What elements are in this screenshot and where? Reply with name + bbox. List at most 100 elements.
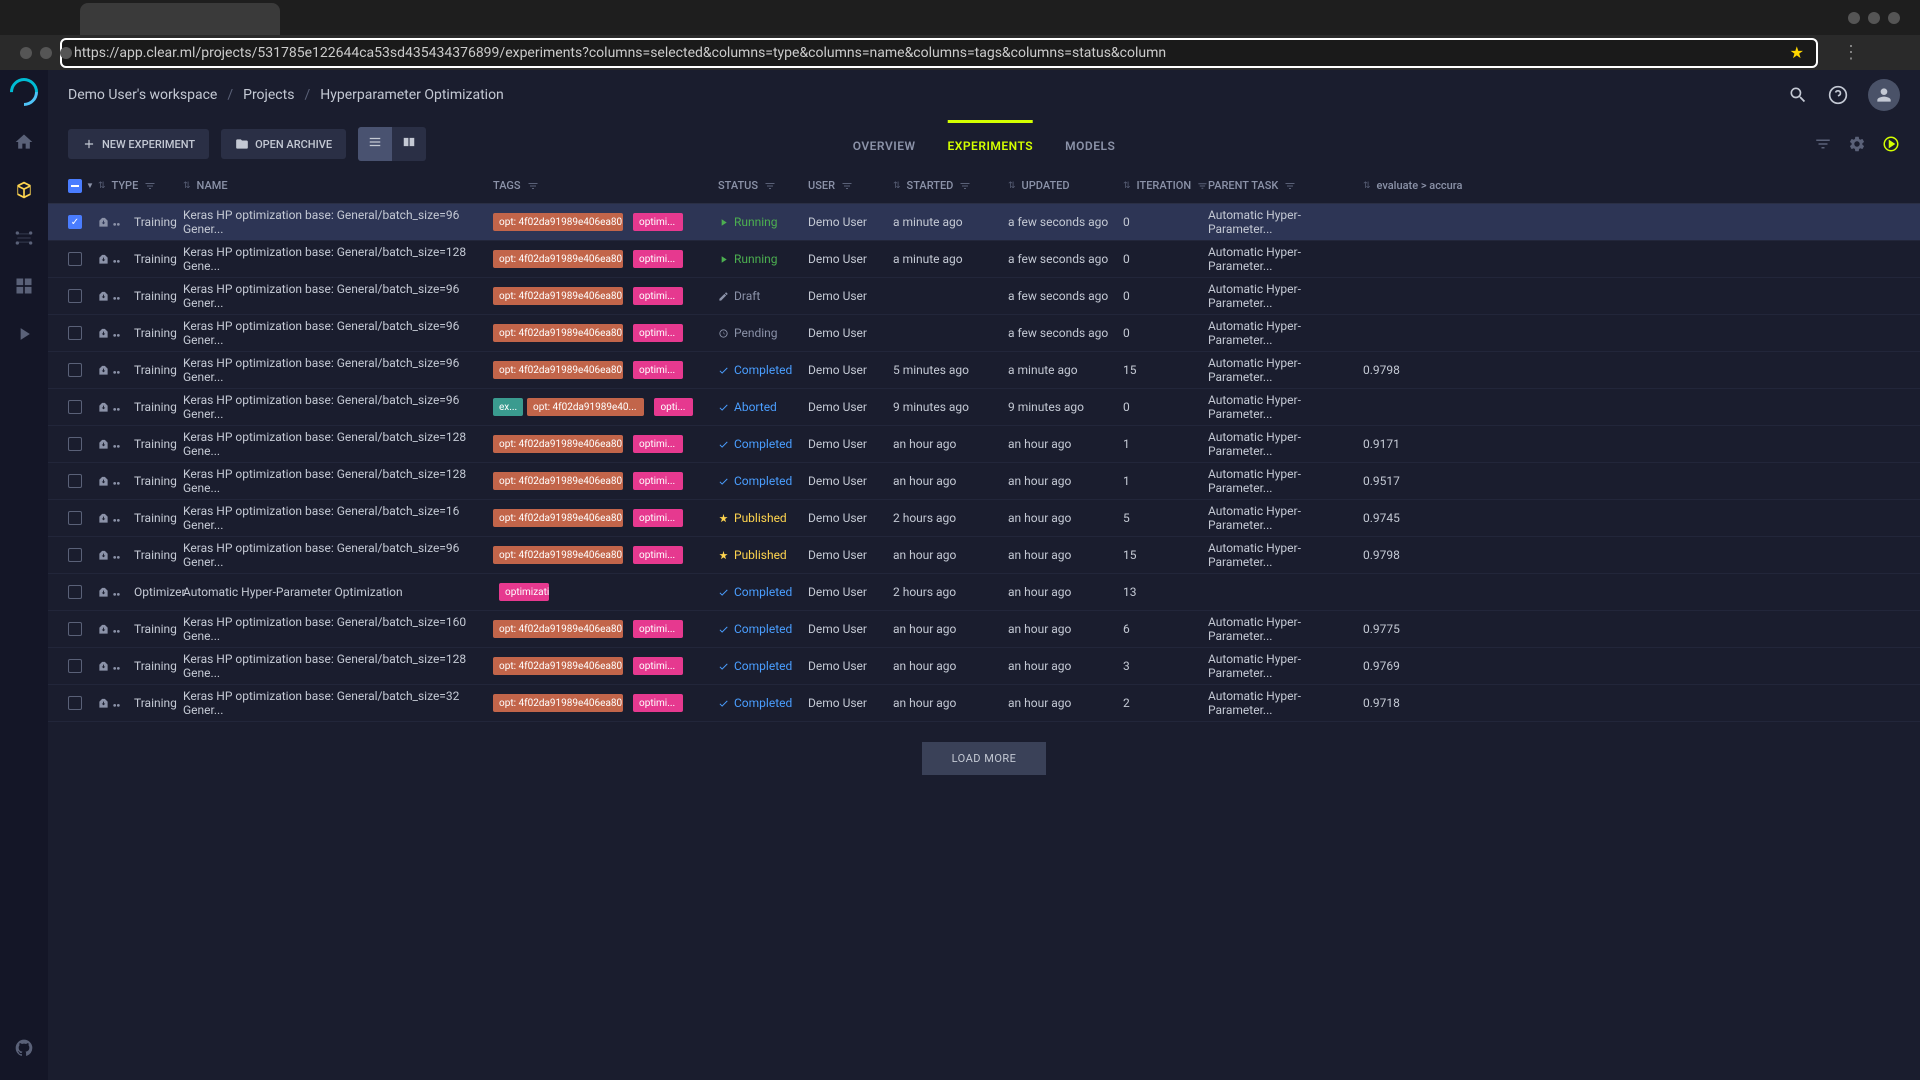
window-controls[interactable] xyxy=(1848,12,1900,24)
updated-cell: an hour ago xyxy=(1008,585,1123,599)
column-type[interactable]: ⇅TYPE xyxy=(98,179,183,192)
tag: optimi... xyxy=(633,694,683,712)
table-row[interactable]: Training Keras HP optimization base: Gen… xyxy=(48,463,1920,500)
table-row[interactable]: ✓ Training Keras HP optimization base: G… xyxy=(48,204,1920,241)
table-row[interactable]: Training Keras HP optimization base: Gen… xyxy=(48,648,1920,685)
search-icon[interactable] xyxy=(1788,85,1808,105)
filter-toolbar-icon[interactable] xyxy=(1814,135,1832,153)
tab-experiments[interactable]: EXPERIMENTS xyxy=(947,120,1033,168)
tag: optimization xyxy=(499,583,549,601)
sidebar xyxy=(0,70,48,1080)
tag: optimi... xyxy=(633,250,683,268)
row-checkbox[interactable] xyxy=(68,400,82,414)
row-checkbox[interactable] xyxy=(68,585,82,599)
open-archive-button[interactable]: OPEN ARCHIVE xyxy=(221,129,346,159)
table-row[interactable]: Training Keras HP optimization base: Gen… xyxy=(48,685,1920,722)
table-row[interactable]: Training Keras HP optimization base: Gen… xyxy=(48,315,1920,352)
clearml-logo[interactable] xyxy=(4,72,44,112)
filter-icon[interactable] xyxy=(841,180,853,192)
filter-icon[interactable] xyxy=(1284,180,1296,192)
detail-view-button[interactable] xyxy=(392,127,426,161)
user-cell: Demo User xyxy=(808,289,893,303)
refresh-icon[interactable] xyxy=(1882,135,1900,153)
table-row[interactable]: Training Keras HP optimization base: Gen… xyxy=(48,500,1920,537)
breadcrumb: Demo User's workspace / Projects / Hyper… xyxy=(68,87,504,103)
settings-icon[interactable] xyxy=(1848,135,1866,153)
main-content: Demo User's workspace / Projects / Hyper… xyxy=(48,70,1920,1080)
chevron-down-icon[interactable]: ▼ xyxy=(86,181,94,190)
status-badge: Completed xyxy=(718,659,792,673)
row-checkbox[interactable] xyxy=(68,659,82,673)
row-checkbox[interactable] xyxy=(68,363,82,377)
workers-icon[interactable] xyxy=(12,322,36,346)
new-experiment-button[interactable]: NEW EXPERIMENT xyxy=(68,129,209,159)
tags-cell: opt: 4f02da91989e406ea805c...optimi... xyxy=(493,546,718,564)
row-checkbox[interactable] xyxy=(68,474,82,488)
row-checkbox[interactable] xyxy=(68,696,82,710)
column-status[interactable]: STATUS xyxy=(718,179,808,192)
breadcrumb-projects[interactable]: Projects xyxy=(243,87,294,103)
table-row[interactable]: Training Keras HP optimization base: Gen… xyxy=(48,611,1920,648)
select-all-checkbox[interactable] xyxy=(68,179,82,193)
row-checkbox[interactable] xyxy=(68,548,82,562)
filter-icon[interactable] xyxy=(764,180,776,192)
traffic-lights[interactable] xyxy=(20,47,72,59)
list-view-button[interactable] xyxy=(358,127,392,161)
column-evaluate[interactable]: ⇅evaluate > accura xyxy=(1363,179,1462,192)
row-checkbox[interactable] xyxy=(68,326,82,340)
column-name[interactable]: ⇅NAME xyxy=(183,179,493,192)
row-checkbox[interactable]: ✓ xyxy=(68,215,82,229)
table-row[interactable]: Training Keras HP optimization base: Gen… xyxy=(48,278,1920,315)
experiments-table: ▼ ⇅TYPE ⇅NAME TAGS STATUS USER ⇅STARTED … xyxy=(48,168,1920,1080)
row-checkbox[interactable] xyxy=(68,289,82,303)
filter-icon[interactable] xyxy=(144,180,156,192)
tag: opt: 4f02da91989e406ea805c... xyxy=(493,509,623,527)
user-cell: Demo User xyxy=(808,252,893,266)
pipelines-icon[interactable] xyxy=(12,226,36,250)
tab-models[interactable]: MODELS xyxy=(1065,120,1115,168)
eval-cell: 0.9745 xyxy=(1363,511,1400,525)
filter-icon[interactable] xyxy=(527,180,539,192)
table-row[interactable]: Training Keras HP optimization base: Gen… xyxy=(48,352,1920,389)
updated-cell: an hour ago xyxy=(1008,474,1123,488)
row-checkbox[interactable] xyxy=(68,511,82,525)
column-iteration[interactable]: ⇅ITERATION xyxy=(1123,179,1208,192)
projects-icon[interactable] xyxy=(12,178,36,202)
iteration-cell: 3 xyxy=(1123,659,1208,673)
tags-cell: opt: 4f02da91989e406ea805c...optimi... xyxy=(493,657,718,675)
column-updated[interactable]: ⇅UPDATED xyxy=(1008,179,1123,192)
column-tags[interactable]: TAGS xyxy=(493,179,718,192)
user-avatar[interactable] xyxy=(1868,79,1900,111)
load-more-button[interactable]: LOAD MORE xyxy=(922,742,1047,775)
breadcrumb-project[interactable]: Hyperparameter Optimization xyxy=(320,87,504,103)
home-icon[interactable] xyxy=(12,130,36,154)
filter-icon[interactable] xyxy=(1197,180,1208,192)
row-checkbox[interactable] xyxy=(68,437,82,451)
table-row[interactable]: Training Keras HP optimization base: Gen… xyxy=(48,426,1920,463)
breadcrumb-workspace[interactable]: Demo User's workspace xyxy=(68,87,217,103)
parent-cell: Automatic Hyper-Parameter... xyxy=(1208,504,1363,532)
url-input[interactable]: https://app.clear.ml/projects/531785e122… xyxy=(60,38,1818,68)
started-cell: an hour ago xyxy=(893,437,1008,451)
datasets-icon[interactable] xyxy=(12,274,36,298)
column-user[interactable]: USER xyxy=(808,179,893,192)
column-started[interactable]: ⇅STARTED xyxy=(893,179,1008,192)
table-row[interactable]: Training Keras HP optimization base: Gen… xyxy=(48,241,1920,278)
filter-icon[interactable] xyxy=(959,180,971,192)
type-icons xyxy=(98,698,122,709)
help-icon[interactable] xyxy=(1828,85,1848,105)
table-row[interactable]: Training Keras HP optimization base: Gen… xyxy=(48,389,1920,426)
type-label: Training xyxy=(134,474,177,488)
column-parent[interactable]: PARENT TASK xyxy=(1208,179,1363,192)
browser-tab-bar xyxy=(0,0,1920,35)
browser-tab[interactable] xyxy=(80,3,280,35)
bookmark-star-icon[interactable]: ★ xyxy=(1790,43,1804,62)
browser-menu-icon[interactable]: ⋮ xyxy=(1842,42,1860,63)
tab-overview[interactable]: OVERVIEW xyxy=(853,120,916,168)
row-checkbox[interactable] xyxy=(68,622,82,636)
table-row[interactable]: Training Keras HP optimization base: Gen… xyxy=(48,537,1920,574)
row-checkbox[interactable] xyxy=(68,252,82,266)
type-icons xyxy=(98,550,122,561)
github-icon[interactable] xyxy=(12,1036,36,1060)
table-row[interactable]: Optimizer Automatic Hyper-Parameter Opti… xyxy=(48,574,1920,611)
